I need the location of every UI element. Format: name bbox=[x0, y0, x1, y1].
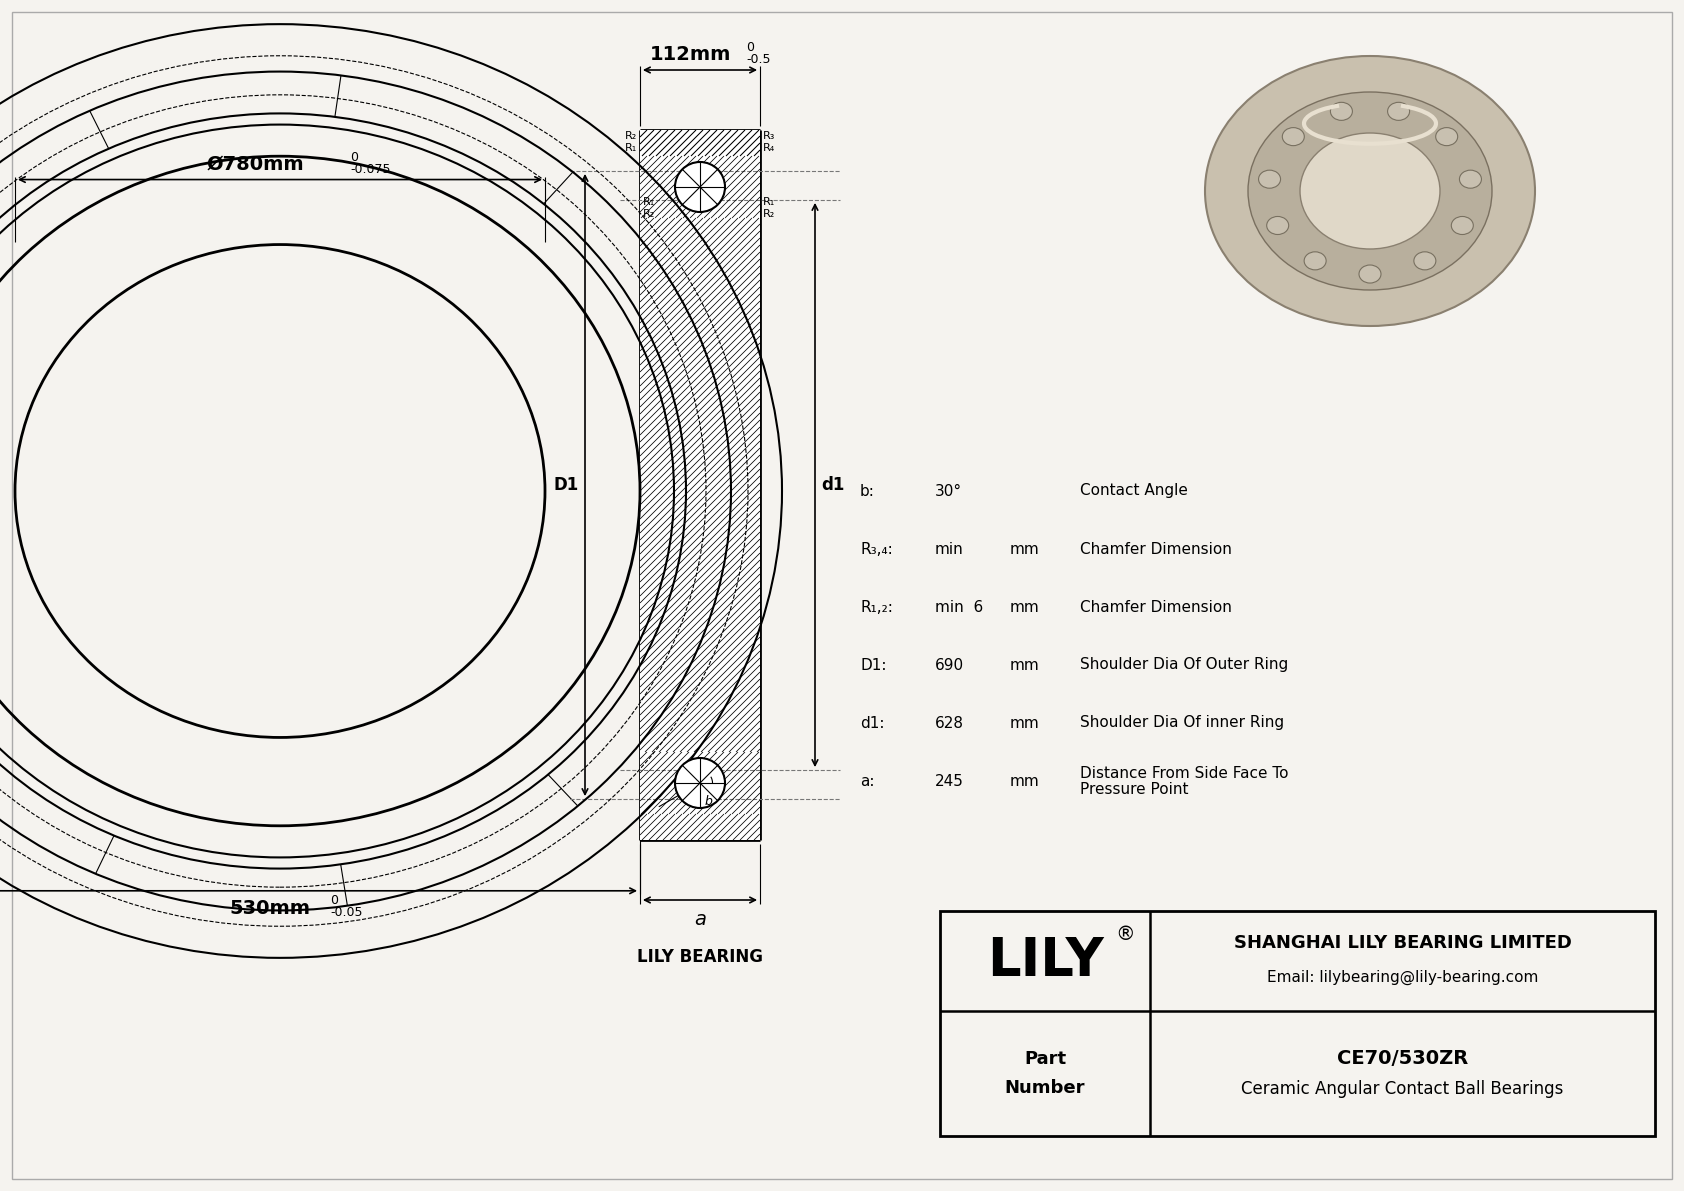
Text: R₁: R₁ bbox=[643, 197, 655, 207]
Text: 0: 0 bbox=[350, 150, 359, 163]
Text: SHANGHAI LILY BEARING LIMITED: SHANGHAI LILY BEARING LIMITED bbox=[1234, 934, 1571, 952]
Bar bbox=[940, 911, 1655, 1136]
Text: Ø780mm: Ø780mm bbox=[205, 155, 303, 174]
Ellipse shape bbox=[1258, 170, 1280, 188]
Bar bbox=[640, 218, 759, 752]
Text: R₂: R₂ bbox=[643, 208, 655, 219]
Text: Part
Number: Part Number bbox=[1005, 1050, 1084, 1097]
Text: b:: b: bbox=[861, 484, 876, 499]
Bar bbox=[640, 813, 759, 840]
Text: 628: 628 bbox=[935, 716, 963, 730]
Text: R₄: R₄ bbox=[763, 143, 775, 152]
Text: D1: D1 bbox=[554, 476, 579, 494]
Text: mm: mm bbox=[1010, 716, 1039, 730]
Text: min  6: min 6 bbox=[935, 599, 983, 615]
Text: mm: mm bbox=[1010, 657, 1039, 673]
Text: 30°: 30° bbox=[935, 484, 962, 499]
Ellipse shape bbox=[1206, 56, 1536, 326]
Text: 530mm: 530mm bbox=[229, 899, 310, 918]
Text: a: a bbox=[694, 910, 706, 929]
Text: 245: 245 bbox=[935, 773, 963, 788]
Text: D1:: D1: bbox=[861, 657, 886, 673]
Bar bbox=[640, 130, 759, 156]
Text: Distance From Side Face To: Distance From Side Face To bbox=[1079, 766, 1288, 780]
Text: 112mm: 112mm bbox=[650, 45, 731, 64]
Text: d1: d1 bbox=[822, 476, 844, 494]
Ellipse shape bbox=[1415, 251, 1436, 270]
Text: Pressure Point: Pressure Point bbox=[1079, 782, 1189, 798]
Text: CE70/530ZR: CE70/530ZR bbox=[1337, 1049, 1468, 1068]
Ellipse shape bbox=[1266, 217, 1288, 235]
Bar bbox=[640, 156, 759, 218]
Text: -0.5: -0.5 bbox=[746, 54, 771, 66]
Text: d1:: d1: bbox=[861, 716, 884, 730]
Text: Email: lilybearing@lily-bearing.com: Email: lilybearing@lily-bearing.com bbox=[1266, 969, 1537, 985]
Text: LILY: LILY bbox=[987, 935, 1103, 987]
Text: b: b bbox=[706, 796, 712, 807]
Text: Chamfer Dimension: Chamfer Dimension bbox=[1079, 599, 1233, 615]
Text: R₃: R₃ bbox=[763, 131, 775, 141]
Text: R₂: R₂ bbox=[625, 131, 637, 141]
Text: Chamfer Dimension: Chamfer Dimension bbox=[1079, 542, 1233, 556]
Text: R₃,₄:: R₃,₄: bbox=[861, 542, 893, 556]
Text: LILY BEARING: LILY BEARING bbox=[637, 948, 763, 966]
Ellipse shape bbox=[1330, 102, 1352, 120]
Text: 0: 0 bbox=[330, 893, 338, 906]
Text: -0.05: -0.05 bbox=[330, 906, 362, 918]
Text: min: min bbox=[935, 542, 963, 556]
Ellipse shape bbox=[1300, 133, 1440, 249]
Text: Shoulder Dia Of Outer Ring: Shoulder Dia Of Outer Ring bbox=[1079, 657, 1288, 673]
Ellipse shape bbox=[1303, 251, 1325, 270]
Bar bbox=[640, 752, 759, 813]
Text: mm: mm bbox=[1010, 542, 1039, 556]
Text: mm: mm bbox=[1010, 599, 1039, 615]
Circle shape bbox=[675, 162, 726, 212]
Text: Contact Angle: Contact Angle bbox=[1079, 484, 1187, 499]
Ellipse shape bbox=[1436, 127, 1458, 145]
Text: ®: ® bbox=[1115, 925, 1135, 944]
Text: 690: 690 bbox=[935, 657, 965, 673]
Circle shape bbox=[675, 757, 726, 807]
Text: Ceramic Angular Contact Ball Bearings: Ceramic Angular Contact Ball Bearings bbox=[1241, 1079, 1564, 1097]
Text: mm: mm bbox=[1010, 773, 1039, 788]
Ellipse shape bbox=[1359, 266, 1381, 283]
Text: R₁: R₁ bbox=[625, 143, 637, 152]
Text: R₁: R₁ bbox=[763, 197, 775, 207]
Text: -0.075: -0.075 bbox=[350, 162, 391, 175]
Ellipse shape bbox=[1282, 127, 1305, 145]
Ellipse shape bbox=[1452, 217, 1474, 235]
Ellipse shape bbox=[1248, 92, 1492, 289]
Text: a:: a: bbox=[861, 773, 874, 788]
Text: R₁,₂:: R₁,₂: bbox=[861, 599, 893, 615]
Text: R₂: R₂ bbox=[763, 208, 775, 219]
Ellipse shape bbox=[1460, 170, 1482, 188]
Ellipse shape bbox=[1388, 102, 1410, 120]
Text: Shoulder Dia Of inner Ring: Shoulder Dia Of inner Ring bbox=[1079, 716, 1285, 730]
Bar bbox=[640, 130, 759, 156]
Text: 0: 0 bbox=[746, 40, 754, 54]
